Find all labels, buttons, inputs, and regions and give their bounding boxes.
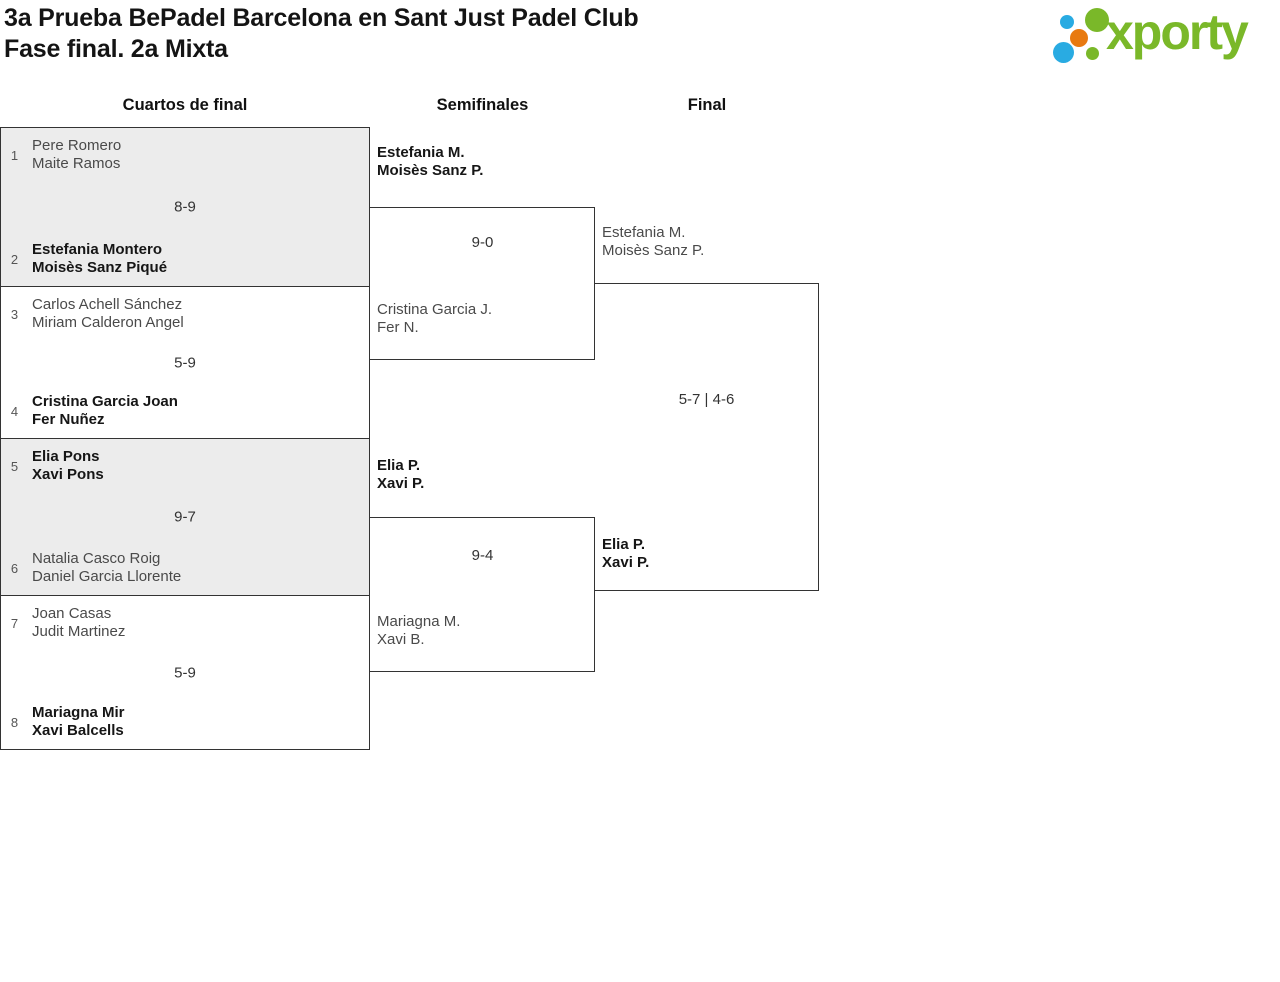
match-score: 5-7 | 4-6 (678, 391, 735, 408)
match-score: 9-0 (471, 234, 494, 251)
team-name: Natalia Casco Roig Daniel Garcia Llorent… (32, 550, 182, 585)
match-score: 9-4 (471, 547, 494, 564)
match-quarterfinal-4: 7 Joan Casas Judit Martinez 5-9 8 Mariag… (0, 595, 370, 750)
match-semifinal-1-box (370, 207, 595, 360)
seed-number: 4 (10, 403, 19, 419)
seed-number: 3 (10, 306, 19, 322)
match-score: 5-9 (174, 354, 196, 371)
logo-dot-green-small-icon (1086, 47, 1099, 60)
team-name: Mariagna M. Xavi B. (377, 613, 461, 648)
match-score: 5-9 (174, 664, 196, 681)
logo-dot-orange-icon (1070, 29, 1088, 47)
seed-number: 7 (10, 615, 19, 631)
seed-number: 8 (10, 714, 19, 730)
team-slot-bottom: 8 Mariagna Mir Xavi Balcells (1, 704, 369, 740)
team-slot-top: 3 Carlos Achell Sánchez Miriam Calderon … (1, 296, 369, 332)
team-name-winner: Elia P. Xavi P. (377, 457, 425, 492)
phase-name: Fase final. 2a Mixta (4, 35, 228, 63)
seed-number: 1 (10, 147, 19, 163)
team-name-winner: Elia Pons Xavi Pons (32, 448, 104, 483)
round-header-final: Final (687, 96, 727, 114)
tournament-name: 3a Prueba BePadel Barcelona en Sant Just… (4, 4, 639, 32)
logo-wordmark: xporty (1106, 4, 1249, 60)
round-header-semifinals: Semifinales (436, 96, 529, 114)
logo-dot-blue-small-icon (1060, 15, 1074, 29)
team-name-winner: Estefania M. Moisès Sanz P. (377, 144, 484, 179)
team-name-winner: Estefania Montero Moisès Sanz Piqué (32, 241, 168, 276)
team-name-winner: Mariagna Mir Xavi Balcells (32, 704, 125, 739)
seed-number: 5 (10, 458, 19, 474)
team-slot-bottom: 2 Estefania Montero Moisès Sanz Piqué (1, 241, 369, 277)
match-final-box (594, 283, 819, 591)
team-slot-top: 1 Pere Romero Maite Ramos (1, 137, 369, 173)
team-name: Joan Casas Judit Martinez (32, 605, 126, 640)
team-name: Estefania M. Moisès Sanz P. (602, 224, 705, 259)
team-slot-bottom: 4 Cristina Garcia Joan Fer Nuñez (1, 393, 369, 429)
logo-dot-blue-large-icon (1053, 42, 1074, 63)
team-name-winner: Elia P. Xavi P. (602, 536, 650, 571)
team-name: Cristina Garcia J. Fer N. (377, 301, 493, 336)
match-semifinal-2-box (370, 517, 595, 672)
page-title: 3a Prueba BePadel Barcelona en Sant Just… (4, 3, 639, 65)
seed-number: 6 (10, 560, 19, 576)
match-quarterfinal-2: 3 Carlos Achell Sánchez Miriam Calderon … (0, 286, 370, 439)
match-score: 8-9 (174, 198, 196, 216)
match-score: 9-7 (174, 508, 196, 526)
team-name: Carlos Achell Sánchez Miriam Calderon An… (32, 296, 184, 331)
seed-number: 2 (10, 251, 19, 267)
match-quarterfinal-1: 1 Pere Romero Maite Ramos 8-9 2 Estefani… (0, 127, 370, 287)
team-slot-top: 7 Joan Casas Judit Martinez (1, 605, 369, 641)
team-slot-top: 5 Elia Pons Xavi Pons (1, 448, 369, 484)
match-quarterfinal-3: 5 Elia Pons Xavi Pons 9-7 6 Natalia Casc… (0, 438, 370, 596)
team-name: Pere Romero Maite Ramos (32, 137, 122, 172)
team-name-winner: Cristina Garcia Joan Fer Nuñez (32, 393, 178, 428)
team-slot-bottom: 6 Natalia Casco Roig Daniel Garcia Llore… (1, 550, 369, 586)
logo-dot-green-large-icon (1085, 8, 1109, 32)
round-header-quarterfinals: Cuartos de final (122, 96, 248, 114)
